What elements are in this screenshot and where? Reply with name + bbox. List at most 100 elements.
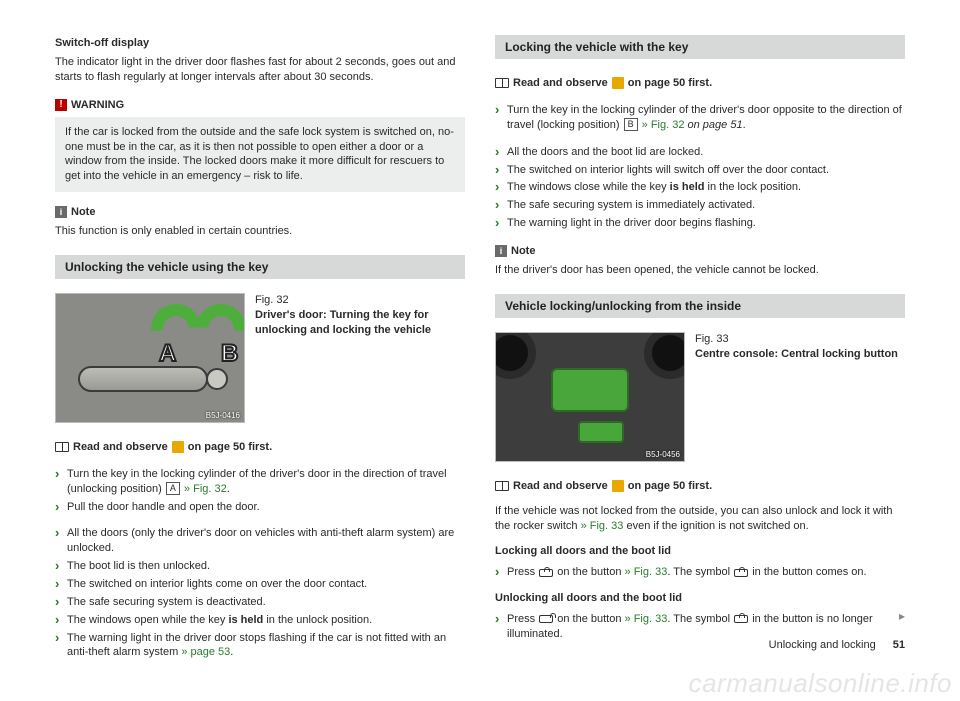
list-item: The switched on interior lights will swi… (495, 163, 905, 178)
read-observe-label: Read and observe (513, 480, 608, 492)
book-icon (55, 442, 69, 452)
note-text: This function is only enabled in certain… (55, 224, 465, 239)
note-text-right: If the driver's door has been opened, th… (495, 263, 905, 278)
page-ref-link[interactable]: » page 53 (181, 646, 230, 658)
fig-ref-link[interactable]: » Fig. 33 (625, 566, 668, 578)
list-item: The boot lid is then unlocked. (55, 559, 465, 574)
note-icon: i (55, 206, 67, 218)
bullet-text: in the lock position. (704, 181, 801, 193)
list-item: Pull the door handle and open the door. (55, 500, 465, 515)
figure-33-image: B5J-0456 (495, 332, 685, 462)
bullet-text: . (230, 646, 233, 658)
switch-off-heading: Switch-off display (55, 37, 465, 49)
figure-32-number: Fig. 32 (255, 293, 465, 308)
page: Switch-off display The indicator light i… (0, 0, 960, 660)
door-handle-icon (78, 366, 208, 392)
note-label: Note (511, 245, 535, 257)
read-observe-right-2: Read and observe on page 50 first. (495, 480, 905, 492)
right-column: Locking the vehicle with the key Read an… (495, 35, 905, 660)
fig-ref-link[interactable]: » Fig. 32 (642, 119, 685, 131)
figure-33-row: B5J-0456 Fig. 33 Centre console: Central… (495, 332, 905, 462)
page-footer: Unlocking and locking 51 (769, 639, 905, 651)
switch-off-text: The indicator light in the driver door f… (55, 55, 465, 85)
read-observe-tail: on page 50 first. (188, 441, 272, 453)
cupholder-icon (495, 332, 536, 379)
locking-heading: Locking all doors and the boot lid (495, 545, 905, 557)
locked-car-icon (734, 569, 748, 577)
section-unlocking-key: Unlocking the vehicle using the key (55, 255, 465, 279)
list-item: The windows close while the key is held … (495, 180, 905, 195)
continue-arrow-icon: ▸ (899, 609, 905, 623)
note-header-right: i Note (495, 245, 905, 257)
bullet-list-1: Turn the key in the locking cylinder of … (55, 467, 465, 515)
key-cylinder-icon (206, 368, 228, 390)
text: Press (507, 566, 538, 578)
read-observe-tail: on page 50 first. (628, 480, 712, 492)
list-item: The safe securing system is immediately … (495, 198, 905, 213)
text: even if the ignition is not switched on. (623, 520, 808, 532)
list-item: The safe securing system is deactivated. (55, 595, 465, 610)
fig-ref-tail: on page 51 (688, 119, 743, 131)
section-locking-key: Locking the vehicle with the key (495, 35, 905, 59)
bullet-text: The windows open while the key (67, 614, 228, 626)
label-a: A (159, 340, 176, 368)
book-icon (495, 481, 509, 491)
warning-box: If the car is locked from the outside an… (55, 117, 465, 192)
figure-32-caption: Fig. 32 Driver's door: Turning the key f… (255, 293, 465, 338)
list-item: All the doors and the boot lid are locke… (495, 145, 905, 160)
bullet-list-4: All the doors and the boot lid are locke… (495, 145, 905, 231)
figure-32-row: A B B5J-0416 Fig. 32 Driver's door: Turn… (55, 293, 465, 423)
figure-33-caption: Fig. 33 Centre console: Central locking … (695, 332, 905, 362)
text: . The symbol (667, 613, 733, 625)
book-icon (495, 78, 509, 88)
label-b: B (221, 340, 238, 368)
figure-32-title: Driver's door: Turning the key for unloc… (255, 308, 465, 338)
list-item: The warning light in the driver door beg… (495, 216, 905, 231)
aux-button-icon (578, 421, 624, 443)
fig-ref-link[interactable]: » Fig. 33 (581, 520, 624, 532)
list-item: The switched on interior lights come on … (55, 577, 465, 592)
read-observe-label: Read and observe (73, 441, 168, 453)
locked-car-icon (734, 615, 748, 623)
bullet-list-unlock: Press on the button » Fig. 33. The symbo… (495, 612, 905, 642)
text: in the button comes on. (749, 566, 866, 578)
warning-header: ! WARNING (55, 99, 465, 111)
outside-lock-text: If the vehicle was not locked from the o… (495, 504, 905, 534)
fig-ref-link[interactable]: » Fig. 33 (625, 613, 668, 625)
bullet-text: in the unlock position. (263, 614, 372, 626)
warning-label: WARNING (71, 99, 124, 111)
left-column: Switch-off display The indicator light i… (55, 35, 465, 660)
list-item: The warning light in the driver door sto… (55, 631, 465, 661)
read-observe-tail: on page 50 first. (628, 77, 712, 89)
bullet-text: The windows close while the key (507, 181, 670, 193)
text: on the button (554, 566, 624, 578)
read-observe-right-1: Read and observe on page 50 first. (495, 77, 905, 89)
observe-icon (612, 77, 624, 89)
figure-33-number: Fig. 33 (695, 332, 905, 347)
central-lock-button-icon (551, 368, 629, 412)
warning-icon: ! (55, 99, 67, 111)
note-icon: i (495, 245, 507, 257)
unlocked-car-icon (539, 615, 553, 623)
inline-box-a: A (166, 482, 180, 495)
read-observe-left: Read and observe on page 50 first. (55, 441, 465, 453)
unlocking-heading: Unlocking all doors and the boot lid (495, 592, 905, 604)
watermark: carmanualsonline.info (689, 668, 952, 699)
locked-car-icon (539, 569, 553, 577)
fig-ref-link[interactable]: » Fig. 32 (184, 483, 227, 495)
is-held: is held (670, 181, 705, 193)
list-item: Press on the button » Fig. 33. The symbo… (495, 612, 905, 642)
is-held: is held (228, 614, 263, 626)
list-item: Press on the button » Fig. 33. The symbo… (495, 565, 905, 580)
figure-32-image: A B B5J-0416 (55, 293, 245, 423)
inline-box-b: B (624, 118, 638, 131)
figure-33-title: Centre console: Central locking button (695, 347, 905, 362)
bullet-text: Turn the key in the locking cylinder of … (67, 468, 447, 495)
text: Press (507, 613, 538, 625)
bullet-list-lock: Press on the button » Fig. 33. The symbo… (495, 565, 905, 580)
observe-icon (172, 441, 184, 453)
section-locking-inside: Vehicle locking/unlocking from the insid… (495, 294, 905, 318)
note-label: Note (71, 206, 95, 218)
list-item: The windows open while the key is held i… (55, 613, 465, 628)
text: on the button (554, 613, 624, 625)
